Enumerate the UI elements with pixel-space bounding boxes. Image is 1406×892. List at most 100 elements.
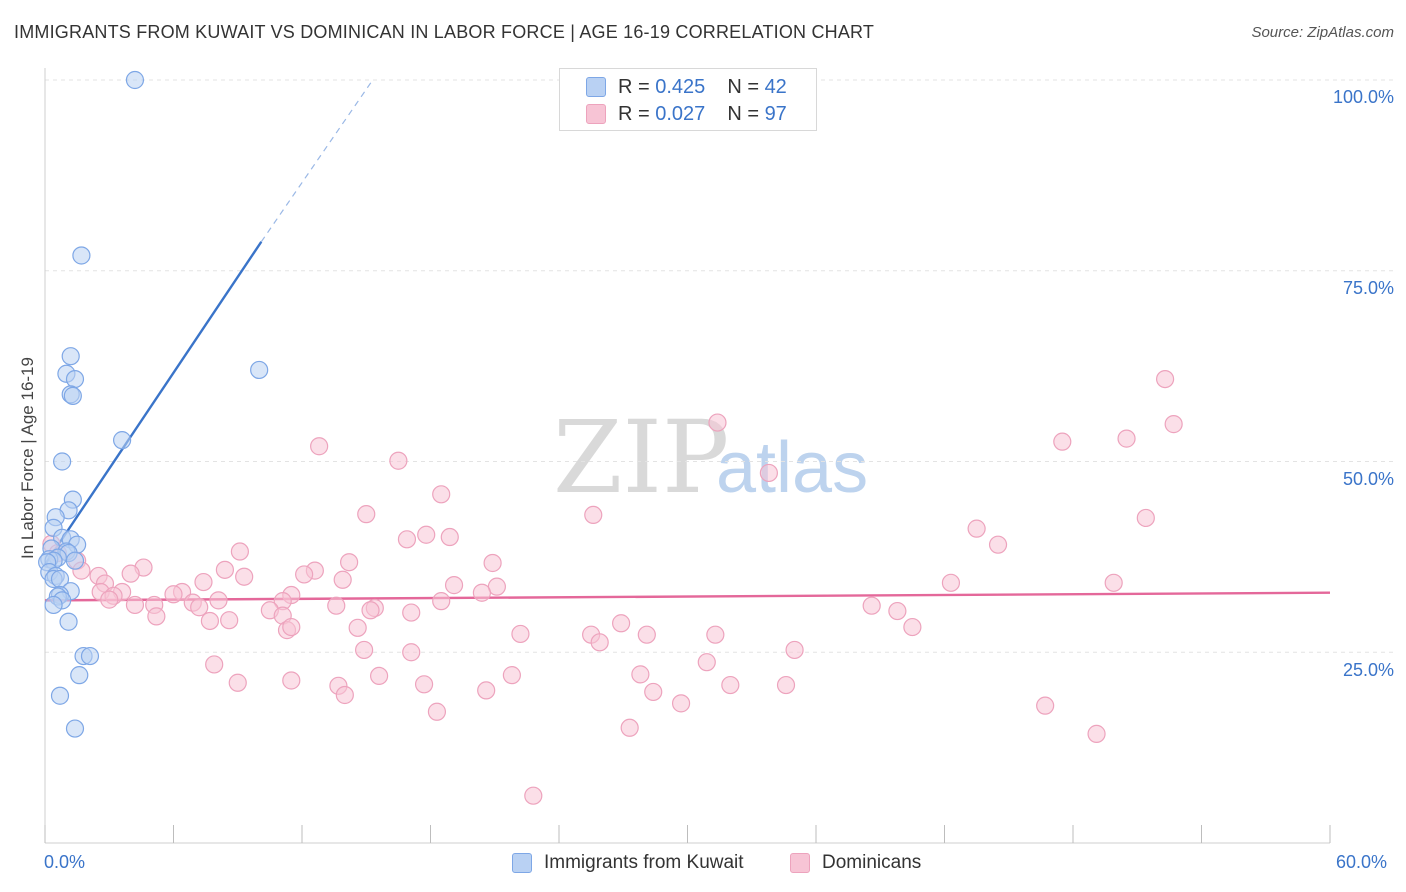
dominican-point xyxy=(590,633,609,652)
dominican-point xyxy=(440,527,459,547)
dominican-point xyxy=(228,673,247,692)
dominican-point xyxy=(194,572,213,592)
dominican-point xyxy=(1117,429,1136,448)
dominican-trend-line xyxy=(44,591,1331,602)
dominican-point xyxy=(1155,369,1175,389)
dominican-point xyxy=(310,437,329,456)
legend-item-dominicans[interactable]: Dominicans xyxy=(790,852,921,874)
dominican-point xyxy=(1053,432,1072,451)
x-tick-min: 0.0% xyxy=(44,852,86,872)
kuwait-trend-extension xyxy=(260,79,374,243)
dominican-point xyxy=(862,596,881,615)
dominican-point xyxy=(697,653,716,672)
kuwait-swatch xyxy=(512,853,532,873)
kuwait-point xyxy=(59,612,78,631)
dominican-point xyxy=(511,624,530,644)
dominican-point xyxy=(335,685,354,705)
y-tick-25: 25.0% xyxy=(1342,660,1394,680)
n-value: 42 xyxy=(764,75,787,98)
dominican-point xyxy=(432,485,451,504)
dominicans-swatch xyxy=(586,104,606,124)
dominican-point xyxy=(941,573,961,592)
dominican-point xyxy=(524,786,543,805)
y-tick-75: 75.0% xyxy=(1342,278,1394,298)
legend-label-kuwait: Immigrants from Kuwait xyxy=(544,852,744,873)
dominican-point xyxy=(200,611,220,631)
kuwait-point xyxy=(44,595,63,615)
grid-lines xyxy=(45,79,1393,653)
dominican-point xyxy=(671,694,691,713)
dominican-point xyxy=(759,463,778,483)
dominican-point xyxy=(637,625,656,644)
dominican-point xyxy=(357,505,376,524)
dominican-point xyxy=(502,666,521,685)
dominican-point xyxy=(348,618,367,637)
dominican-point xyxy=(417,525,436,544)
y-tick-50: 50.0% xyxy=(1342,469,1394,489)
stats-legend-row-kuwait: R = 0.425 N = 42 xyxy=(586,75,787,99)
zipatlas-watermark: ZIP atlas xyxy=(553,399,868,516)
dominican-point xyxy=(483,553,502,573)
kuwait-point xyxy=(70,666,89,685)
kuwait-point xyxy=(112,431,132,450)
chart-source: Source: ZipAtlas.com xyxy=(1251,24,1394,41)
dominican-point xyxy=(282,671,301,690)
dominican-point xyxy=(620,718,639,737)
dominican-point xyxy=(389,451,408,470)
dominican-point xyxy=(785,640,804,660)
dominican-point xyxy=(402,643,421,662)
dominican-point xyxy=(215,560,234,579)
kuwait-swatch xyxy=(586,77,606,97)
kuwait-point xyxy=(63,386,82,405)
y-tick-100: 100.0% xyxy=(1332,87,1394,107)
dominican-point xyxy=(427,702,447,721)
dominican-point xyxy=(721,675,740,695)
r-label: R = xyxy=(618,75,650,98)
dominican-point xyxy=(584,505,603,525)
kuwait-trend-line xyxy=(44,241,263,566)
kuwait-point xyxy=(250,360,269,380)
kuwait-point xyxy=(80,646,100,666)
dominican-point xyxy=(282,617,301,637)
chart-title: IMMIGRANTS FROM KUWAIT VS DOMINICAN IN L… xyxy=(14,22,875,42)
dominican-point xyxy=(125,595,145,615)
stats-legend-row-dominicans: R = 0.027 N = 97 xyxy=(586,102,787,126)
dominican-point xyxy=(235,567,254,586)
r-value: 0.425 xyxy=(655,75,706,98)
dominican-point xyxy=(472,583,491,602)
kuwait-point xyxy=(65,551,85,570)
watermark-zip: ZIP xyxy=(553,399,729,516)
dominican-point xyxy=(706,625,725,644)
dominican-point xyxy=(190,598,209,617)
kuwait-point xyxy=(50,686,70,705)
kuwait-point xyxy=(65,369,85,389)
dominican-point xyxy=(612,614,631,633)
dominican-point xyxy=(988,535,1008,554)
dominican-point xyxy=(1087,724,1106,743)
dominican-point xyxy=(327,596,346,615)
watermark-atlas: atlas xyxy=(716,428,868,508)
legend-item-kuwait[interactable]: Immigrants from Kuwait xyxy=(512,852,744,874)
dominican-point xyxy=(209,591,228,610)
kuwait-point xyxy=(65,719,85,738)
dominican-point xyxy=(631,665,650,684)
dominicans-swatch xyxy=(790,853,810,873)
dominican-point xyxy=(121,564,140,583)
dominican-point xyxy=(903,617,922,637)
dominican-point xyxy=(295,565,314,584)
dominican-point xyxy=(361,601,380,620)
dominican-point xyxy=(230,542,249,561)
dominican-point xyxy=(708,413,727,432)
n-label: N = xyxy=(727,102,759,125)
dominican-point xyxy=(340,553,359,572)
dominican-point xyxy=(164,585,183,604)
dominican-point xyxy=(333,570,352,589)
dominican-point xyxy=(967,519,986,538)
dominican-point xyxy=(1036,696,1055,715)
kuwait-point xyxy=(53,452,72,471)
dominican-point xyxy=(1164,415,1183,434)
dominican-point xyxy=(100,590,119,609)
dominican-point xyxy=(370,666,389,686)
dominican-point xyxy=(888,601,907,621)
